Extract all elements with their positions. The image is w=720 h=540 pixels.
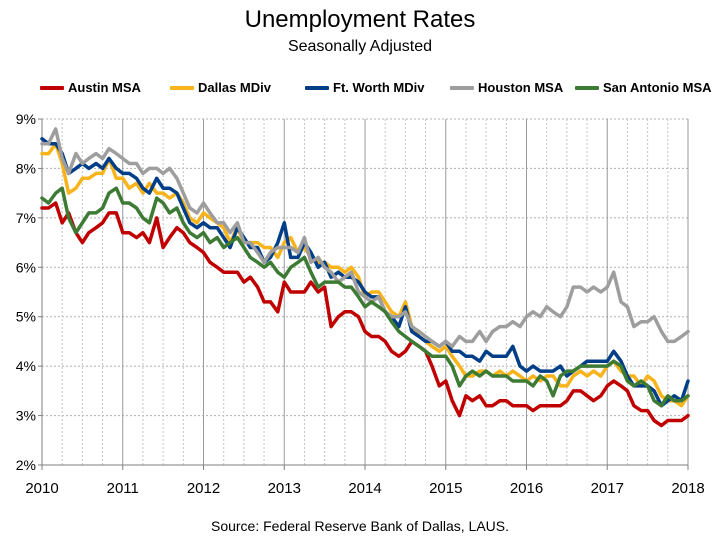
y-tick-label: 3%: [16, 408, 36, 424]
legend-swatch-ftworth: [305, 85, 329, 90]
series-lines: [40, 127, 690, 428]
chart-title: Unemployment Rates: [244, 6, 476, 33]
x-tick-label: 2018: [671, 480, 704, 497]
y-tick-label: 8%: [16, 160, 36, 176]
y-tick-label: 6%: [16, 259, 36, 275]
series-line-3: [40, 127, 690, 349]
legend: Austin MSA Dallas MDiv Ft. Worth MDiv Ho…: [40, 80, 712, 98]
y-tick-label: 2%: [16, 457, 36, 473]
legend-item-austin: Austin MSA: [40, 80, 141, 95]
legend-label-ftworth: Ft. Worth MDiv: [333, 80, 425, 95]
legend-swatch-austin: [40, 85, 64, 90]
tick-labels: 2% 3% 4% 5% 6% 7% 8% 9% 2010 2011 2012 2013 2014 2015…: [16, 111, 705, 497]
legend-label-austin: Austin MSA: [68, 80, 141, 95]
axes: [38, 118, 689, 470]
y-tick-label: 9%: [16, 111, 36, 127]
legend-label-sanantonio: San Antonio MSA: [603, 80, 712, 95]
series-line-4: [40, 186, 690, 408]
y-tick-label: 7%: [16, 210, 36, 226]
x-tick-label: 2012: [187, 480, 220, 497]
x-tick-label: 2013: [268, 480, 301, 497]
y-tick-label: 5%: [16, 309, 36, 325]
legend-item-ftworth: Ft. Worth MDiv: [305, 80, 424, 95]
series-line-0: [40, 201, 690, 428]
legend-swatch-dallas: [170, 85, 194, 90]
legend-item-houston: Houston MSA: [450, 80, 563, 95]
x-tick-label: 2017: [591, 480, 624, 497]
x-tick-label: 2014: [348, 480, 381, 497]
x-tick-label: 2011: [107, 480, 139, 497]
x-tick-label: 2016: [510, 480, 543, 497]
legend-item-dallas: Dallas MDiv: [170, 80, 271, 95]
legend-item-sanantonio: San Antonio MSA: [575, 80, 712, 95]
legend-swatch-sanantonio: [575, 85, 599, 90]
chart-subtitle: Seasonally Adjusted: [287, 38, 433, 55]
legend-label-dallas: Dallas MDiv: [198, 80, 271, 95]
legend-swatch-houston: [450, 85, 474, 90]
legend-label-houston: Houston MSA: [478, 80, 564, 95]
source-note: Source: Federal Reserve Bank of Dallas, …: [210, 518, 510, 534]
x-tick-label: 2010: [25, 480, 58, 497]
y-tick-label: 4%: [16, 358, 36, 374]
x-tick-label: 2015: [429, 480, 462, 497]
